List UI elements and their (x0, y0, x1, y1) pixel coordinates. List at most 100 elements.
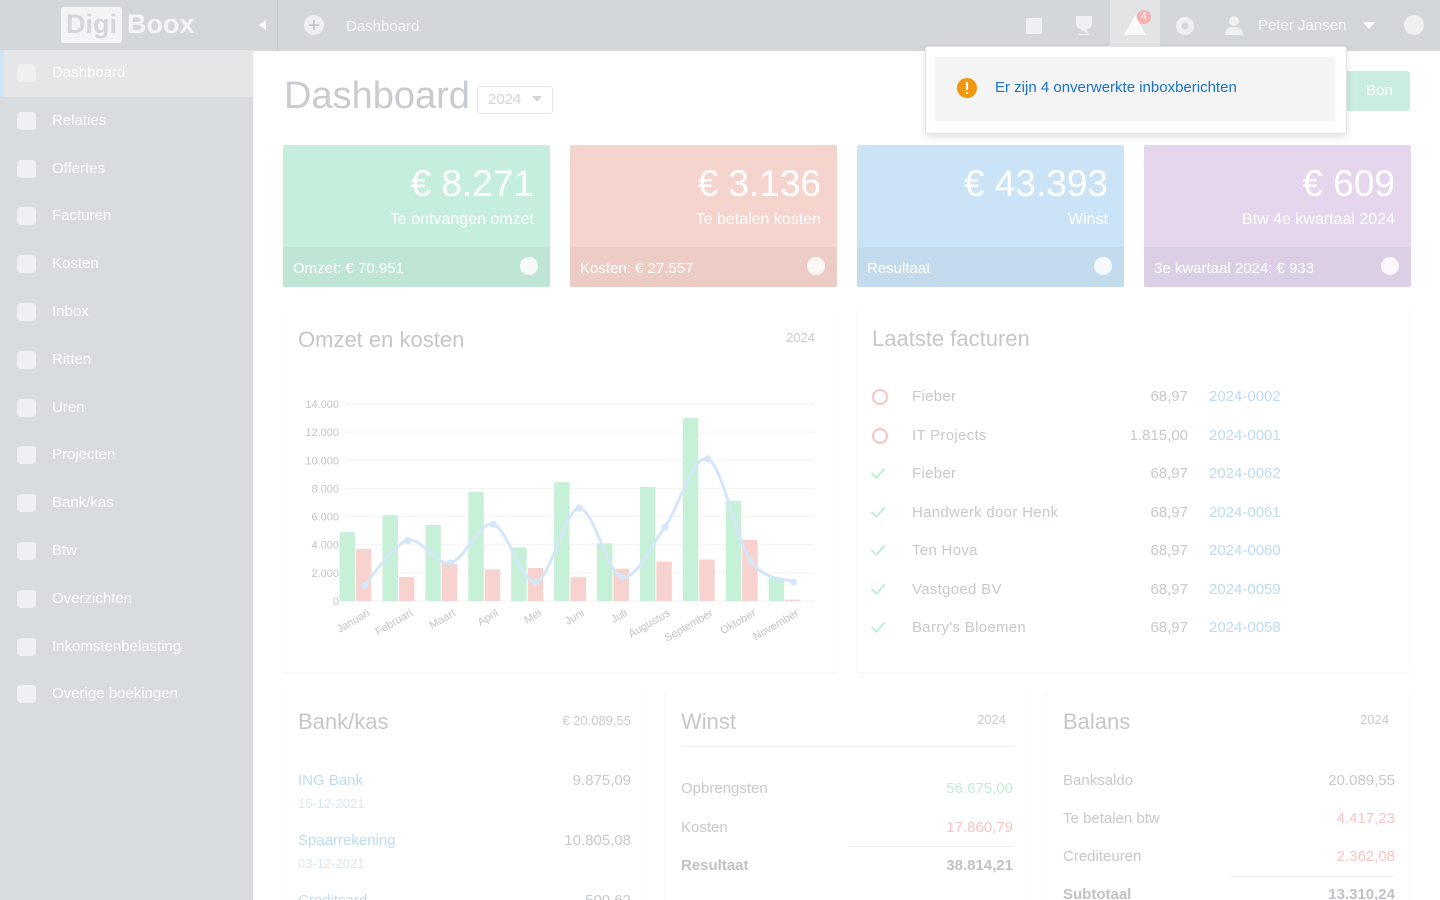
profit-label: Resultaat (681, 857, 749, 874)
invoice-name: Fieber (912, 465, 957, 482)
nav-icon[interactable] (17, 111, 36, 130)
nav-item[interactable]: Facturen (52, 207, 112, 225)
bon-button[interactable] (1345, 71, 1410, 111)
nav-item[interactable]: Inkomstenbelasting (52, 637, 182, 655)
x-tick-label: Januari (335, 607, 372, 635)
nav-icon[interactable] (17, 255, 36, 274)
invoice-number[interactable]: 2024-0061 (1209, 503, 1281, 521)
nav-icon[interactable] (17, 637, 36, 656)
nav-item[interactable]: Overzichten (52, 589, 133, 607)
collapse-arrow[interactable] (259, 20, 266, 30)
invoice-number[interactable]: 2024-0060 (1209, 542, 1281, 559)
card-footer[interactable]: Resultaat (867, 260, 931, 277)
invoice-number[interactable]: 2024-0059 (1209, 580, 1281, 598)
settings-hole (1181, 22, 1189, 30)
nav-item[interactable]: Btw (52, 542, 78, 559)
card-icon[interactable] (1094, 257, 1112, 275)
balance-label: Banksaldo (1063, 772, 1134, 789)
nav-icon[interactable] (17, 446, 36, 465)
invoice-name: Handwerk door Henk (912, 503, 1059, 521)
nav-item[interactable]: Relaties (52, 111, 107, 129)
bon-label[interactable]: Bon (1366, 82, 1393, 99)
user-caret[interactable] (1363, 22, 1375, 29)
account-name[interactable]: Spaarrekening (298, 832, 396, 849)
balance-value: 20.089,55 (1328, 772, 1395, 789)
card-footer[interactable]: Omzet: € 70.951 (293, 260, 404, 277)
trophy-icon[interactable] (1076, 16, 1092, 35)
nav-icon[interactable] (17, 398, 36, 417)
bar (484, 569, 501, 601)
alert-icon[interactable] (1124, 15, 1146, 35)
nav-item[interactable]: Bank/kas (52, 494, 114, 512)
profit-value: 56.675,00 (946, 780, 1013, 797)
invoice-amount: 68,97 (1150, 619, 1188, 636)
line-point (489, 520, 497, 528)
card-icon[interactable] (1381, 257, 1399, 275)
year-select-text[interactable]: 2024 (488, 91, 522, 108)
invoice-amount: 68,97 (1150, 465, 1188, 482)
nav-icon[interactable] (17, 494, 36, 513)
nav-item[interactable]: Offertes (52, 159, 106, 177)
bank-title: Bank/kas (298, 709, 389, 734)
invoices-panel (857, 307, 1410, 672)
year-select[interactable] (477, 86, 553, 114)
profit-title: Winst (681, 709, 736, 734)
nav-item[interactable]: Inbox (52, 303, 89, 320)
card (1144, 145, 1411, 287)
nav-icon[interactable] (17, 350, 36, 369)
line-point (747, 557, 755, 565)
card-footer[interactable]: Kosten: € 27.557 (580, 260, 694, 277)
card-footer[interactable]: 3e kwartaal 2024: € 933 (1154, 260, 1315, 277)
line-point (704, 455, 712, 463)
user-body (1225, 27, 1243, 35)
user-head[interactable] (1229, 16, 1239, 26)
notification-item[interactable] (935, 57, 1335, 121)
status-cancel (872, 427, 888, 444)
account-name[interactable]: Creditcard (298, 892, 367, 900)
line-point (403, 536, 411, 544)
invoice-number[interactable]: 2024-0062 (1209, 465, 1281, 482)
nav-icon[interactable] (17, 685, 36, 704)
bar (468, 491, 484, 601)
nav-icon[interactable] (17, 159, 36, 178)
nav-icon[interactable] (17, 589, 36, 608)
nav-item[interactable]: Uren (52, 398, 85, 416)
account-balance: 9.875,09 (572, 772, 631, 789)
nav-icon[interactable] (17, 542, 36, 560)
nav-icon[interactable] (17, 207, 36, 226)
nav-icon[interactable] (17, 64, 36, 82)
nav-item[interactable]: Kosten (52, 255, 99, 273)
profit-value: 17.860,79 (946, 818, 1013, 836)
invoice-number[interactable]: 2024-0001 (1209, 426, 1281, 444)
x-tick-label: Maart (427, 607, 457, 631)
active-nav-bg[interactable] (0, 50, 253, 97)
nav-icon[interactable] (17, 303, 36, 321)
x-tick-label: April (476, 607, 501, 628)
bar (554, 482, 570, 601)
account-name[interactable]: ING Bank (298, 772, 364, 789)
help-icon[interactable] (1404, 15, 1424, 35)
account-date: 03-12-2021 (298, 856, 365, 871)
notification-text[interactable]: Er zijn 4 onverwerkte inboxberichten (995, 79, 1237, 96)
invoice-number[interactable]: 2024-0058 (1209, 619, 1281, 636)
card-icon[interactable] (807, 257, 825, 275)
card-icon[interactable] (520, 257, 538, 275)
card (570, 145, 837, 287)
user-name[interactable]: Peter Jansen (1258, 17, 1347, 34)
page-title: Dashboard (284, 75, 470, 117)
calendar-icon[interactable] (1026, 18, 1042, 34)
line-point (446, 559, 454, 567)
line-point (575, 504, 583, 512)
invoice-name: IT Projects (912, 426, 987, 444)
invoice-number[interactable]: 2024-0002 (1209, 388, 1281, 405)
x-tick-label: November (751, 607, 801, 643)
nav-item[interactable]: Ritten (52, 350, 92, 368)
invoice-name: Barry's Bloemen (912, 619, 1027, 636)
nav-item[interactable]: Dashboard (52, 64, 126, 81)
nav-item[interactable]: Overige boekingen (52, 685, 178, 703)
line-point (532, 578, 540, 586)
nav-item[interactable]: Projecten (52, 446, 116, 464)
invoice-amount: 68,97 (1150, 542, 1188, 559)
y-tick-label: 0 (333, 596, 339, 608)
